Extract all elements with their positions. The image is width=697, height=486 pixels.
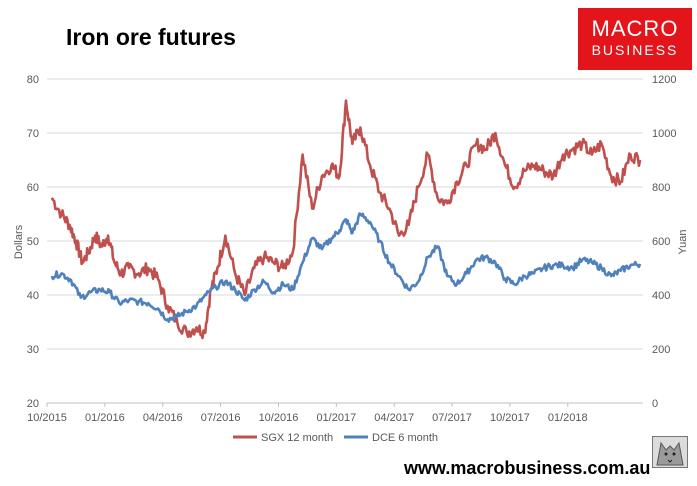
x-tick-label: 10/2015 xyxy=(27,412,67,424)
left-tick-label: 60 xyxy=(27,182,39,194)
x-tick-label: 07/2016 xyxy=(201,412,241,424)
logo-line-2: BUSINESS xyxy=(591,42,679,58)
right-axis: 0 200 400 600 800 1000 1200 xyxy=(652,74,676,410)
right-tick-label: 200 xyxy=(652,344,670,356)
legend: SGX 12 month DCE 6 month xyxy=(233,432,438,444)
left-axis: 20 30 40 50 60 70 80 xyxy=(27,74,39,410)
macrobusiness-logo: MACRO BUSINESS xyxy=(578,8,692,70)
logo-line-1: MACRO xyxy=(591,16,679,41)
right-tick-label: 1200 xyxy=(652,74,676,86)
wolf-icon xyxy=(652,436,688,468)
left-tick-label: 20 xyxy=(27,398,39,410)
x-tick-label: 01/2016 xyxy=(85,412,125,424)
x-tick-label: 10/2017 xyxy=(490,412,530,424)
right-tick-label: 800 xyxy=(652,182,670,194)
right-tick-label: 1000 xyxy=(652,128,676,140)
x-tick-label: 01/2017 xyxy=(316,412,356,424)
x-tick-label: 10/2016 xyxy=(259,412,299,424)
left-tick-label: 40 xyxy=(27,290,39,302)
x-tick-label: 07/2017 xyxy=(432,412,472,424)
series-line-sgx xyxy=(50,99,642,340)
site-url: www.macrobusiness.com.au xyxy=(404,458,651,478)
legend-label: SGX 12 month xyxy=(261,432,333,444)
left-tick-label: 70 xyxy=(27,128,39,140)
right-tick-label: 400 xyxy=(652,290,670,302)
x-axis: 10/2015 01/2016 04/2016 07/2016 10/2016 01/20… xyxy=(27,403,588,424)
x-tick-label: 04/2017 xyxy=(374,412,414,424)
right-tick-label: 600 xyxy=(652,236,670,248)
left-axis-title: Dollars xyxy=(13,224,25,259)
gridlines xyxy=(47,78,643,404)
left-tick-label: 30 xyxy=(27,344,39,356)
x-tick-label: 04/2016 xyxy=(143,412,183,424)
left-tick-label: 50 xyxy=(27,236,39,248)
right-axis-title: Yuan xyxy=(677,229,689,254)
left-tick-label: 80 xyxy=(27,74,39,86)
right-tick-label: 0 xyxy=(652,398,658,410)
series-lines xyxy=(50,99,642,340)
x-tick-label: 01/2018 xyxy=(548,412,588,424)
series-line-dce xyxy=(50,212,642,323)
legend-label: DCE 6 month xyxy=(372,432,438,444)
chart-title: Iron ore futures xyxy=(66,24,236,50)
